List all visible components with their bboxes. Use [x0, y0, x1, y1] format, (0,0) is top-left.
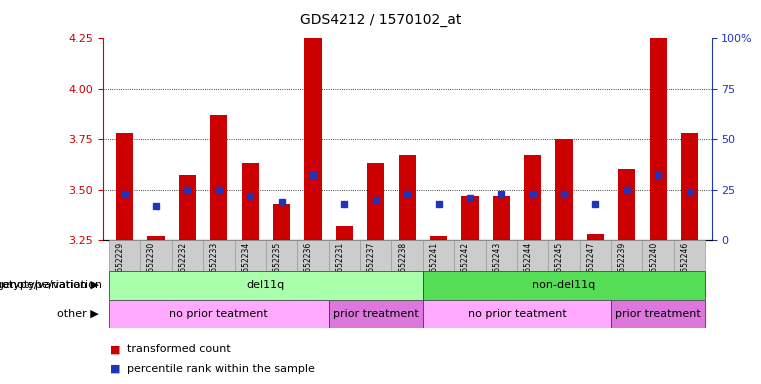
Text: GSM652244: GSM652244 — [524, 242, 533, 288]
Bar — [461, 195, 479, 240]
Bar — [116, 133, 133, 240]
Text: prior treatment: prior treatment — [616, 309, 701, 319]
Text: genotype/variation ▶: genotype/variation ▶ — [0, 280, 99, 290]
Bar — [580, 240, 611, 271]
Bar — [674, 240, 705, 271]
Bar — [423, 240, 454, 271]
Text: ■: ■ — [110, 344, 121, 354]
Text: GSM652232: GSM652232 — [179, 242, 187, 288]
Text: GSM652237: GSM652237 — [367, 242, 376, 288]
Bar — [203, 240, 234, 271]
Bar — [109, 300, 329, 328]
Bar — [329, 300, 423, 328]
Bar — [179, 175, 196, 240]
Bar — [524, 156, 541, 240]
Bar — [210, 115, 228, 240]
Bar — [329, 240, 360, 271]
Bar — [618, 169, 635, 240]
Text: del11q: del11q — [247, 280, 285, 290]
Text: GSM652233: GSM652233 — [210, 242, 219, 288]
Text: other ▶: other ▶ — [57, 309, 99, 319]
Bar — [367, 164, 384, 240]
Text: GSM652235: GSM652235 — [272, 242, 282, 288]
Text: GSM652239: GSM652239 — [618, 242, 627, 288]
Text: GSM652243: GSM652243 — [492, 242, 501, 288]
Bar — [549, 240, 580, 271]
Bar — [681, 133, 698, 240]
Text: transformed count: transformed count — [127, 344, 231, 354]
Bar — [336, 226, 353, 240]
Text: genotype/variation: genotype/variation — [0, 280, 103, 290]
Bar — [360, 240, 391, 271]
Text: GSM652242: GSM652242 — [461, 242, 470, 288]
Bar — [148, 236, 164, 240]
Bar — [109, 240, 140, 271]
Bar — [587, 234, 604, 240]
Bar — [611, 240, 642, 271]
Text: GSM652236: GSM652236 — [304, 242, 313, 288]
Text: prior treatment: prior treatment — [333, 309, 419, 319]
Text: non-del11q: non-del11q — [533, 280, 596, 290]
Text: GDS4212 / 1570102_at: GDS4212 / 1570102_at — [300, 13, 461, 27]
Text: GSM652231: GSM652231 — [336, 242, 345, 288]
Text: GSM652247: GSM652247 — [587, 242, 595, 288]
Text: GSM652245: GSM652245 — [555, 242, 564, 288]
Bar — [423, 300, 611, 328]
Bar — [140, 240, 172, 271]
Text: ■: ■ — [110, 364, 121, 374]
Bar — [109, 271, 423, 300]
Bar — [391, 240, 423, 271]
Bar — [172, 240, 203, 271]
Bar — [234, 240, 266, 271]
Text: GSM652241: GSM652241 — [429, 242, 438, 288]
Bar — [486, 240, 517, 271]
Bar — [430, 236, 447, 240]
Bar — [423, 271, 705, 300]
Bar — [241, 164, 259, 240]
Bar — [517, 240, 549, 271]
Bar — [492, 195, 510, 240]
Text: GSM652246: GSM652246 — [680, 242, 689, 288]
Bar — [266, 240, 298, 271]
Bar — [298, 240, 329, 271]
Text: GSM652234: GSM652234 — [241, 242, 250, 288]
Bar — [611, 300, 705, 328]
Bar — [399, 156, 416, 240]
Text: percentile rank within the sample: percentile rank within the sample — [127, 364, 315, 374]
Text: GSM652230: GSM652230 — [147, 242, 156, 288]
Text: no prior teatment: no prior teatment — [467, 309, 566, 319]
Text: no prior teatment: no prior teatment — [170, 309, 268, 319]
Text: GSM652229: GSM652229 — [116, 242, 125, 288]
Bar — [273, 204, 290, 240]
Text: GSM652240: GSM652240 — [649, 242, 658, 288]
Bar — [454, 240, 486, 271]
Bar — [304, 38, 322, 240]
Text: GSM652238: GSM652238 — [398, 242, 407, 288]
Bar — [650, 38, 667, 240]
Bar — [556, 139, 573, 240]
Bar — [642, 240, 674, 271]
